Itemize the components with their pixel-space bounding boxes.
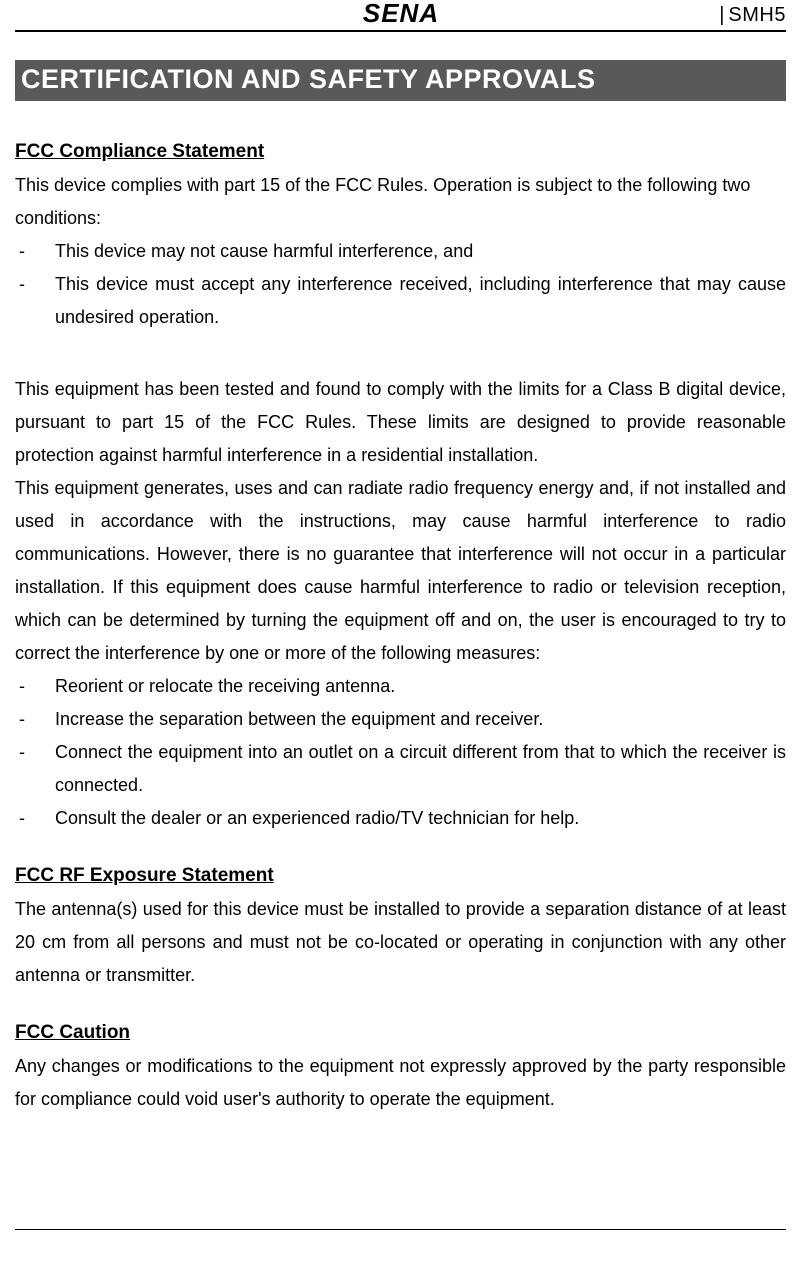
list-content: Reorient or relocate the receiving anten… bbox=[55, 670, 786, 703]
fcc-compliance-para2: This equipment has been tested and found… bbox=[15, 373, 786, 472]
list-item: - This device may not cause harmful inte… bbox=[15, 235, 786, 268]
section-banner: CERTIFICATION AND SAFETY APPROVALS bbox=[15, 60, 786, 101]
list-content: This device may not cause harmful interf… bbox=[55, 235, 786, 268]
fcc-rf-body: The antenna(s) used for this device must… bbox=[15, 893, 786, 992]
model-separator: | bbox=[719, 4, 724, 27]
fcc-measures-list: - Reorient or relocate the receiving ant… bbox=[15, 670, 786, 835]
list-dash: - bbox=[15, 703, 55, 736]
list-dash: - bbox=[15, 670, 55, 703]
fcc-caution-body: Any changes or modifications to the equi… bbox=[15, 1050, 786, 1116]
list-dash: - bbox=[15, 802, 55, 835]
list-content: Increase the separation between the equi… bbox=[55, 703, 786, 736]
brand-text: SENA bbox=[362, 0, 438, 28]
fcc-compliance-para3: This equipment generates, uses and can r… bbox=[15, 472, 786, 670]
model-label: SMH5 bbox=[728, 4, 786, 27]
list-content: Consult the dealer or an experienced rad… bbox=[55, 802, 786, 835]
fcc-rf-title: FCC RF Exposure Statement bbox=[15, 865, 786, 887]
brand-logo: SENA bbox=[326, 0, 476, 28]
fcc-caution-title: FCC Caution bbox=[15, 1022, 786, 1044]
list-item: - Consult the dealer or an experienced r… bbox=[15, 802, 786, 835]
list-content: Connect the equipment into an outlet on … bbox=[55, 736, 786, 802]
fcc-compliance-title: FCC Compliance Statement bbox=[15, 141, 786, 163]
list-item: - Reorient or relocate the receiving ant… bbox=[15, 670, 786, 703]
list-content: This device must accept any interference… bbox=[55, 268, 786, 334]
list-dash: - bbox=[15, 235, 55, 268]
page-header: SENA | SMH5 bbox=[15, 0, 786, 32]
list-dash: - bbox=[15, 736, 55, 802]
list-dash: - bbox=[15, 268, 55, 334]
list-item: - Connect the equipment into an outlet o… bbox=[15, 736, 786, 802]
fcc-conditions-list: - This device may not cause harmful inte… bbox=[15, 235, 786, 334]
list-item: - This device must accept any interferen… bbox=[15, 268, 786, 334]
list-item: - Increase the separation between the eq… bbox=[15, 703, 786, 736]
footer-rule bbox=[15, 1229, 786, 1230]
fcc-compliance-intro: This device complies with part 15 of the… bbox=[15, 169, 786, 235]
